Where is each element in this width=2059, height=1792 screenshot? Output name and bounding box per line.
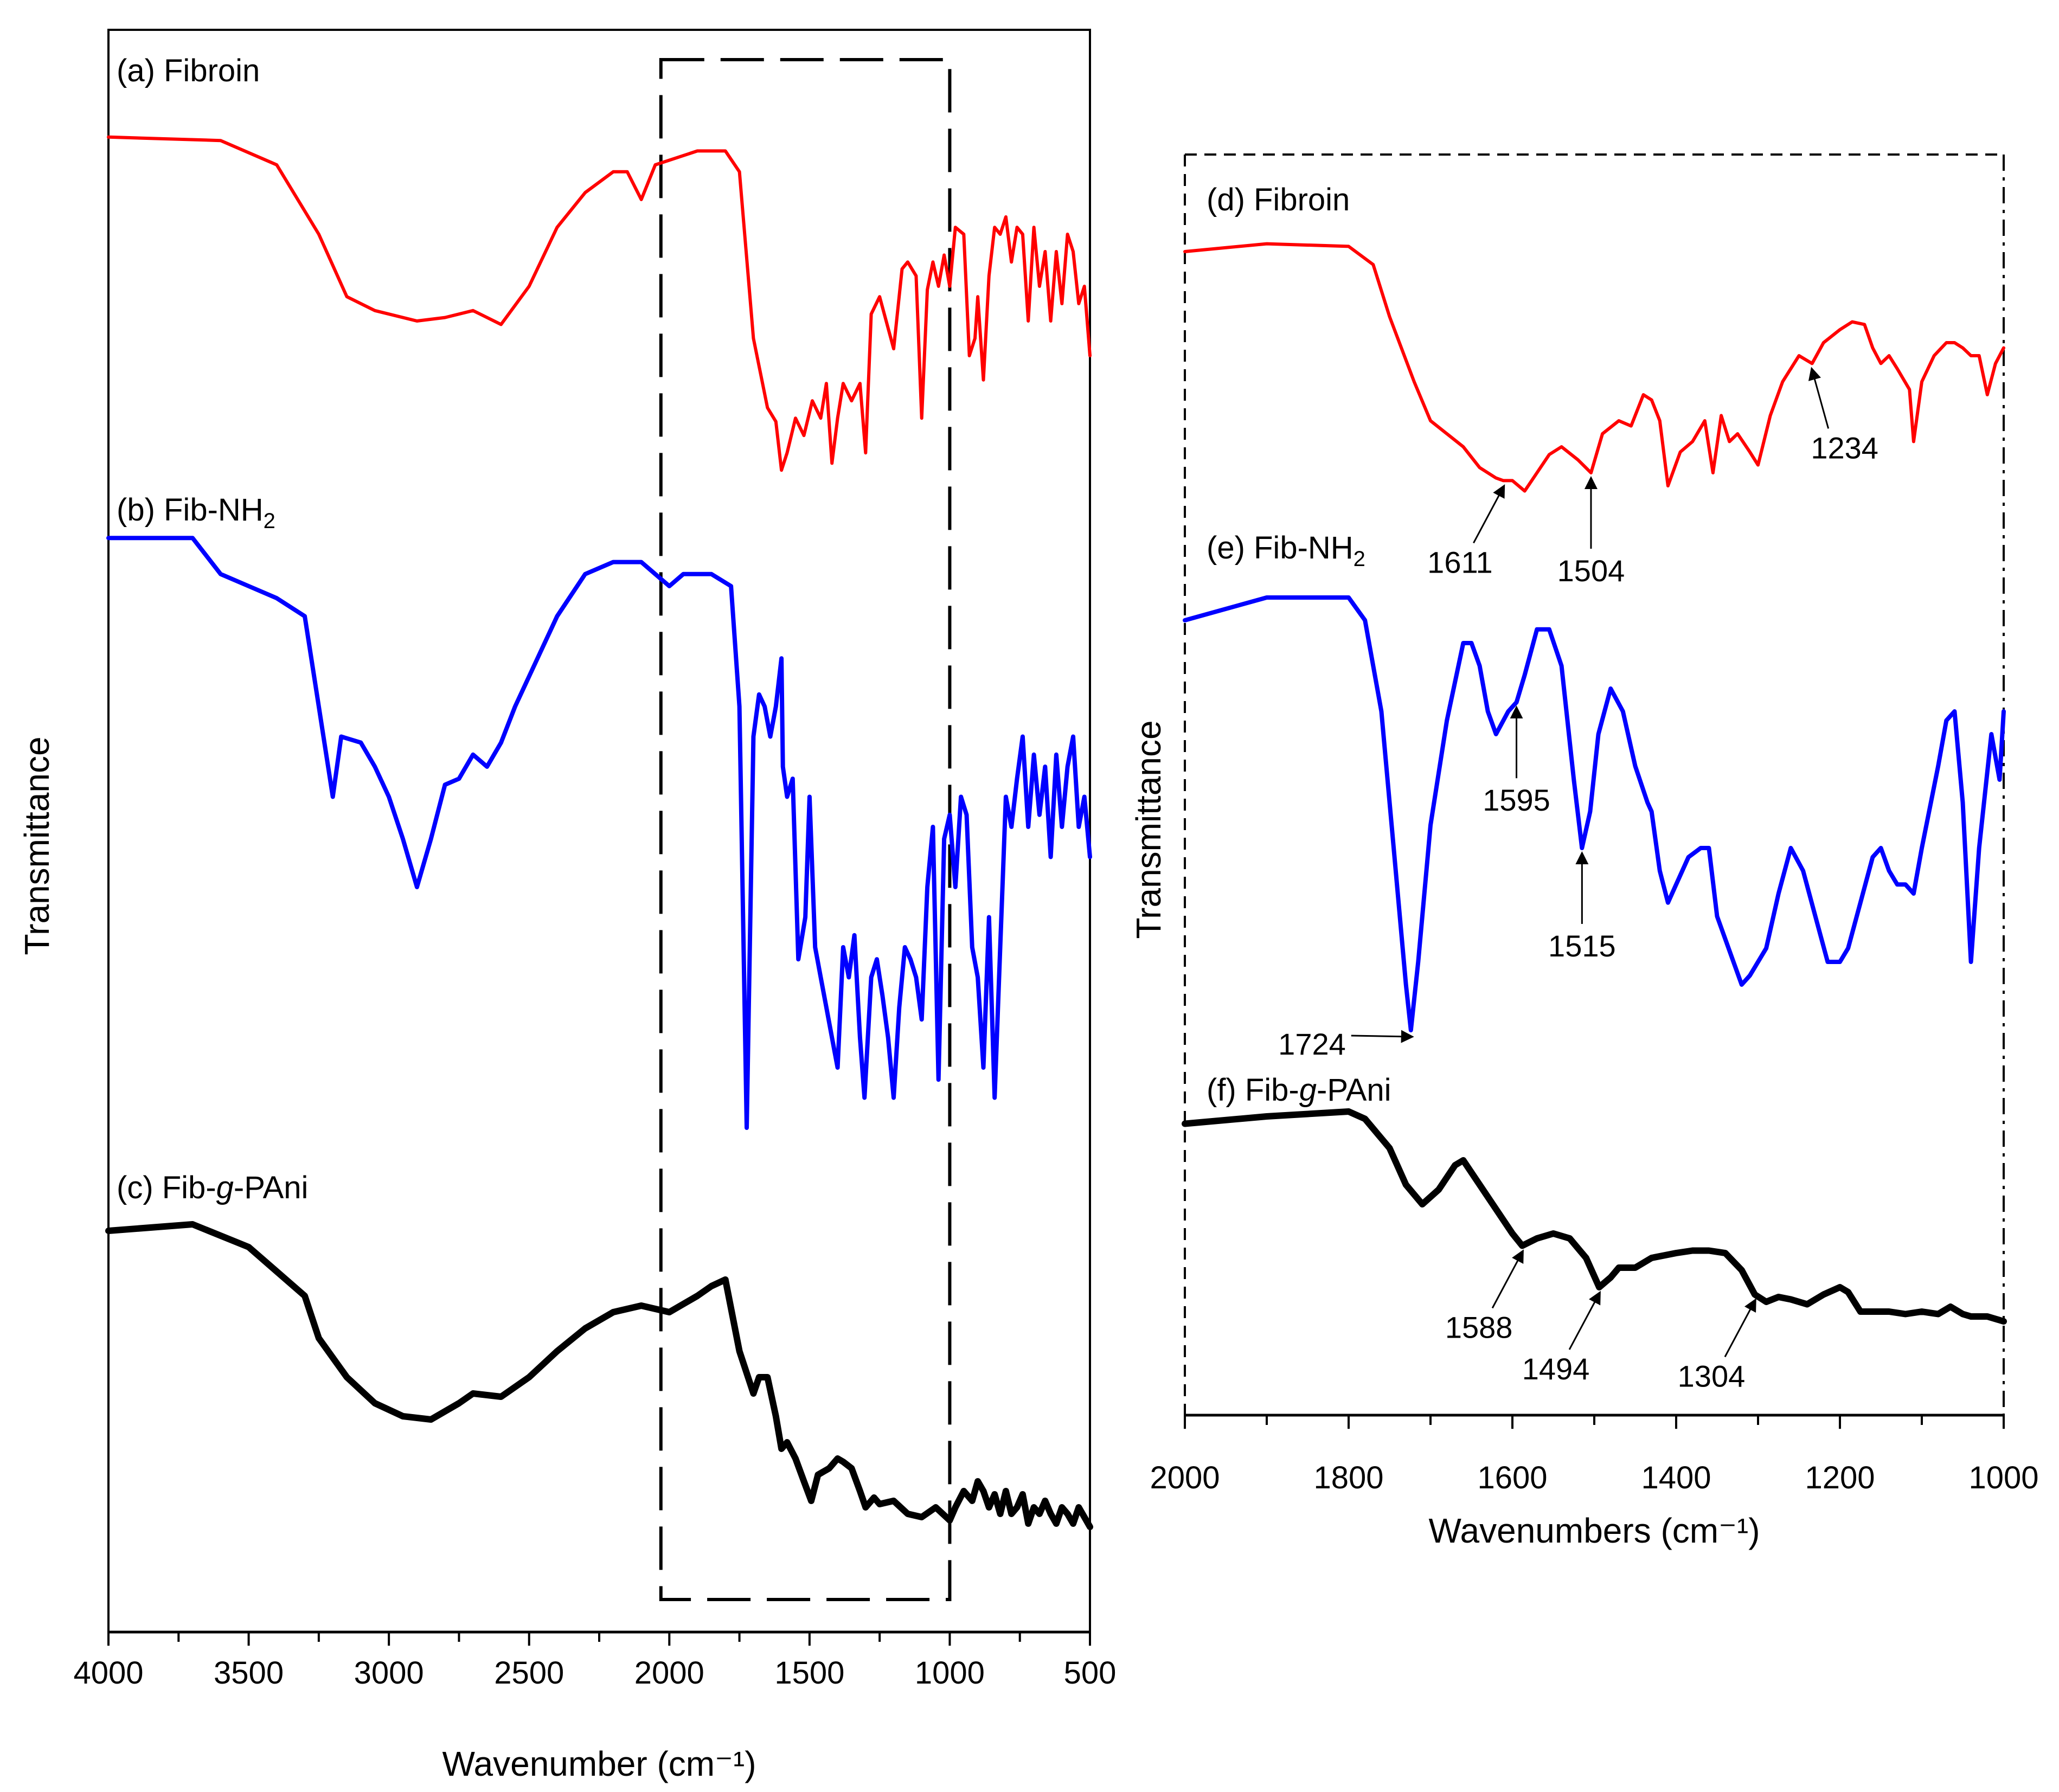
x-tick-label: 1800 (1313, 1460, 1383, 1495)
series-line-2 (106, 536, 1092, 1130)
peak-label: 1504 (1557, 554, 1625, 588)
x-tick-label: 3500 (214, 1655, 284, 1691)
series-line-2 (1183, 595, 2006, 1032)
peak-arrow (1473, 484, 1505, 544)
series-label: (e) Fib-NH2 (1207, 530, 1365, 571)
series-label: (b) Fib-NH2 (117, 492, 275, 533)
x-tick-label: 1400 (1641, 1460, 1711, 1495)
series-line-1 (1183, 242, 2005, 493)
peak-label: 1304 (1678, 1359, 1746, 1393)
peak-label: 1611 (1427, 545, 1492, 579)
left-panel: 4000 3500 3000 2500 2000 1500 1000 500 Wavenumbe… (17, 29, 1117, 1783)
peak-arrow (1351, 1030, 1414, 1043)
peak-arrow (1491, 1249, 1524, 1309)
x-tick-label: 1500 (774, 1655, 844, 1691)
x-axis-title: Wavenumber (cm⁻¹) (442, 1744, 756, 1783)
x-tick-label: 1600 (1477, 1460, 1547, 1495)
right-panel: 2000 1800 1600 1400 1200 1000 Wavenumbers (cm⁻… (1129, 153, 2039, 1550)
peak-label: 1588 (1445, 1311, 1513, 1345)
peak-arrow (1724, 1298, 1756, 1358)
x-tick-label: 1000 (1968, 1460, 2038, 1495)
peak-arrow (1568, 1290, 1601, 1350)
x-axis-title: Wavenumbers (cm⁻¹) (1428, 1511, 1760, 1550)
peak-label: 1724 (1278, 1027, 1346, 1061)
peak-label: 1234 (1811, 431, 1878, 465)
x-tick-label: 1200 (1805, 1460, 1875, 1495)
x-tick-label: 2500 (494, 1655, 564, 1691)
x-tick-label: 2000 (1150, 1460, 1220, 1495)
series-line-3 (105, 1221, 1093, 1530)
series-label: (d) Fibroin (1207, 182, 1350, 217)
series-line-1 (107, 135, 1092, 472)
peak-arrow (1808, 367, 1830, 429)
x-tick-label: 4000 (73, 1655, 143, 1691)
peak-label: 1595 (1483, 783, 1550, 817)
series-label: (f) Fib-g-PAni (1207, 1072, 1391, 1108)
zoom-region-box (659, 58, 952, 1601)
series-label: (c) Fib-g-PAni (117, 1170, 308, 1205)
peak-label: 1515 (1548, 929, 1616, 963)
x-tick-label: 3000 (354, 1655, 424, 1691)
x-tick-label: 500 (1064, 1655, 1117, 1691)
x-tick-label: 2000 (634, 1655, 704, 1691)
y-axis-title: Transmittance (17, 736, 56, 955)
y-axis-title: Transmittance (1129, 720, 1168, 939)
series-label: (a) Fibroin (117, 53, 260, 88)
series-line-3 (1182, 1108, 2007, 1325)
peak-label: 1494 (1522, 1352, 1590, 1386)
x-tick-label: 1000 (915, 1655, 985, 1691)
